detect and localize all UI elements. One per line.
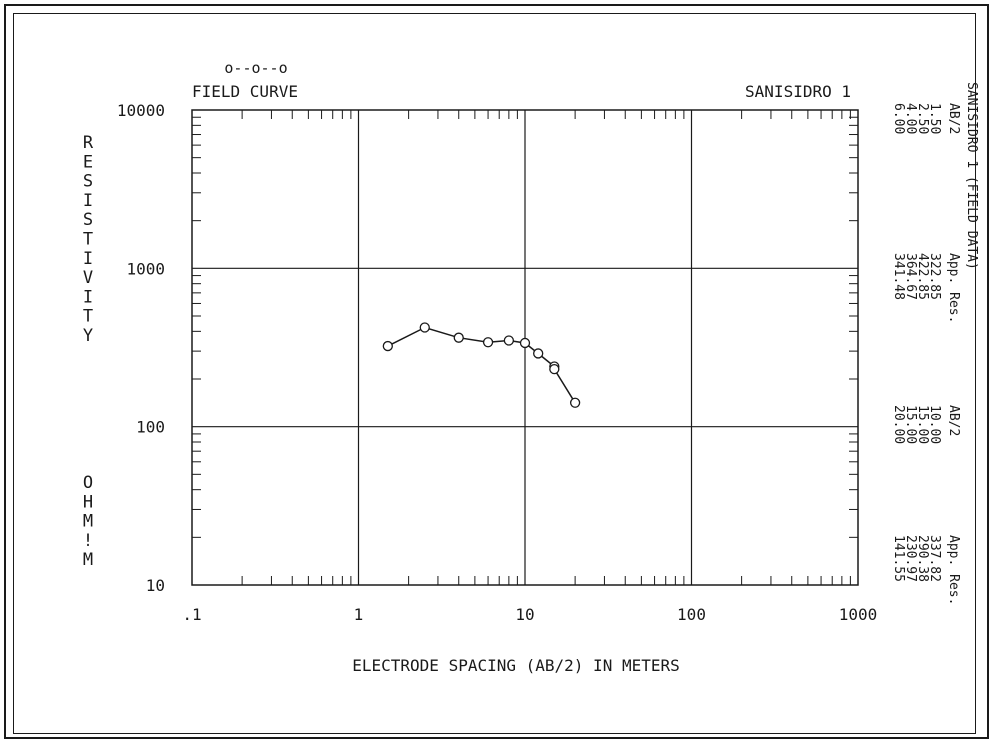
series-field-curve [382,322,581,408]
data-point [503,335,515,346]
y-axis-unit-char: H [83,492,93,512]
x-tick-label: 100 [677,605,706,624]
panel-col2-res-value: 337.82 [927,535,942,582]
y-axis-label-char: I [83,191,93,211]
panel-col2-ab2-header: AB/2 [946,405,961,436]
y-axis-label-char: T [83,230,93,250]
panel-col1-res-value: 322.85 [927,253,942,300]
panel-col1-res-value: 341.48 [891,253,906,300]
data-point [519,337,531,349]
panel-col1-res-value: 364.67 [903,253,918,300]
field-data-panel: SANISIDRO 1 (FIELD DATA)AB/21.502.504.00… [891,82,979,605]
y-tick-labels: 10 100 1000 10000 [117,101,165,595]
chart-title-right: SANISIDRO 1 [745,82,851,101]
x-tick-label: 1 [354,605,364,624]
panel-col1-ab2-value: 4.00 [903,103,918,134]
panel-col2-res-value: 230.97 [903,535,918,582]
x-axis-label: ELECTRODE SPACING (AB/2) IN METERS [352,656,680,675]
y-axis-unit-char: M [83,512,93,532]
series-line [387,326,576,404]
y-axis-unit-char: ! [83,531,93,551]
y-axis-label-char: I [83,249,93,269]
panel-col1-res-header: App. Res. [946,253,961,323]
y-axis-label-char: S [83,172,93,192]
panel-col2-res-header: App. Res. [946,535,961,605]
y-axis-label-char: V [83,268,93,288]
panel-col1-res-value: 422.85 [915,253,930,300]
x-tick-labels: .1 1 10 100 1000 [182,605,877,624]
data-point [569,397,581,408]
y-axis-unit-char: O [83,473,93,493]
panel-col2-ab2-value: 10.00 [927,405,942,444]
data-point [533,348,544,359]
panel-title: SANISIDRO 1 (FIELD DATA) [964,82,979,270]
y-axis-unit-char: M [83,550,93,570]
data-point [453,332,464,343]
y-axis-label-char: E [83,152,93,172]
panel-col2-ab2-value: 20.00 [891,405,906,444]
chart-title-left: FIELD CURVE [192,82,298,101]
y-tick-label: 10000 [117,101,165,120]
inner-frame [13,13,976,734]
panel-col2-ab2-value: 15.00 [915,405,930,444]
panel-col2-ab2-value: 15.00 [903,405,918,444]
outer-frame [4,4,989,739]
minor-ticks [192,110,858,585]
y-axis-label-char: Y [83,326,93,346]
panel-col2-res-value: 290.38 [915,535,930,582]
data-point [419,322,430,333]
x-tick-label: 1000 [839,605,878,624]
data-point [549,363,560,375]
panel-col2-res-value: 141.55 [891,535,906,582]
y-axis-label-char: S [83,210,93,230]
legend-symbol: o--o--o [224,59,287,77]
x-tick-label: 10 [515,605,534,624]
panel-col1-ab2-value: 2.50 [915,103,930,134]
y-axis-label-char: I [83,287,93,307]
data-point [482,337,494,348]
y-axis-label-char: T [83,307,93,327]
y-tick-label: 1000 [126,259,165,278]
panel-col1-ab2-header: AB/2 [946,103,961,134]
panel-col1-ab2-value: 1.50 [927,103,942,134]
panel-col1-ab2-value: 6.00 [891,103,906,134]
x-tick-label: .1 [182,605,201,624]
data-point [382,340,393,352]
y-axis-label-char: R [83,133,94,153]
y-tick-label: 100 [136,418,165,437]
y-tick-label: 10 [146,576,165,595]
